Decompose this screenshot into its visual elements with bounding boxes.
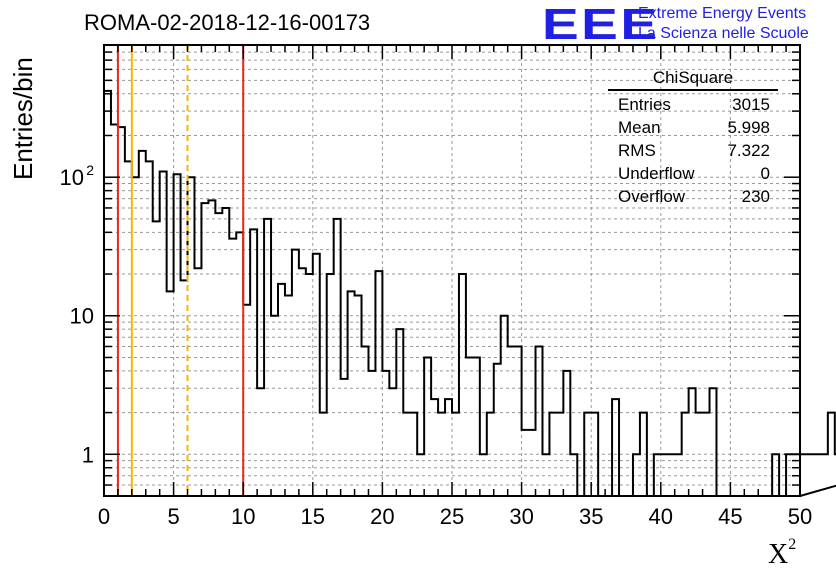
x-tick-label: 20 [370,504,394,529]
x-axis: 0 5 10 15 20 25 30 35 40 45 50 [98,45,812,529]
y-tick-exponent: 2 [86,162,94,178]
stats-row-entries: Entries 3015 [608,93,778,116]
grid-lines [104,45,800,496]
y-tick-label: 10 [60,165,84,190]
x-tick-label: 5 [167,504,179,529]
stats-row-mean: Mean 5.998 [608,116,778,139]
stats-value: 230 [741,187,770,206]
stats-value: 5.998 [727,118,770,137]
reference-lines [116,45,245,496]
stats-row-underflow: Underflow 0 [608,162,778,185]
x-tick-label: 45 [718,504,742,529]
x-tick-label: 25 [440,504,464,529]
stats-value: 7.322 [727,141,770,160]
y-tick-label: 10 [70,304,94,329]
stats-row-rms: RMS 7.322 [608,139,778,162]
x-tick-label: 30 [509,504,533,529]
chart-title: ROMA-02-2018-12-16-00173 [84,10,371,35]
x-tick-label: 15 [301,504,325,529]
logo-mark: EEE [542,0,660,49]
stats-value: 0 [760,164,770,183]
stats-box: ChiSquare Entries 3015 Mean 5.998 RMS 7.322 Un… [608,68,778,208]
stats-label: Underflow [618,164,695,183]
stats-title: ChiSquare [608,68,778,91]
stats-label: Mean [618,118,661,137]
stats-row-overflow: Overflow 230 [608,185,778,208]
x-tick-label: 50 [788,504,812,529]
x-tick-label: 10 [231,504,255,529]
x-tick-label: 0 [98,504,110,529]
logo-text-line1: Extreme Energy Events [638,5,807,22]
logo-text-line2: La Scienza nelle Scuole [638,25,809,42]
stats-label: Entries [618,95,671,114]
stats-label: RMS [618,141,656,160]
stats-value: 3015 [732,95,770,114]
x-tick-label: 40 [649,504,673,529]
x-axis-label: X2 [768,536,797,570]
y-axis-label: Entries/bin [8,57,38,180]
eee-logo: EEE Extreme Energy Events La Scienza nel… [542,3,832,47]
x-tick-label: 35 [579,504,603,529]
stats-label: Overflow [618,187,686,206]
y-tick-label: 1 [82,442,94,467]
